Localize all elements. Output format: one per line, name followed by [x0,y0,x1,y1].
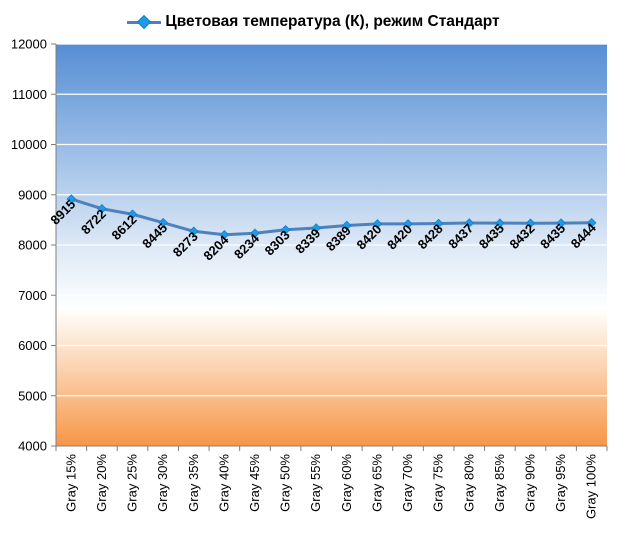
x-tick-label: Gray 70% [400,454,415,512]
x-tick-label: Gray 20% [94,454,109,512]
y-tick-label: 10000 [11,137,47,152]
data-point [403,219,413,229]
x-tick-label: Gray 25% [125,454,140,512]
x-tick-label: Gray 90% [522,454,537,512]
data-point [372,219,383,229]
x-tick-label: Gray 30% [155,454,170,512]
x-tick-label: Gray 65% [369,454,384,512]
x-tick-label: Gray 40% [216,454,231,512]
y-tick-label: 9000 [18,187,47,202]
x-tick-label: Gray 85% [492,454,507,512]
data-point [219,229,230,240]
x-tick-label: Gray 50% [278,454,293,512]
data-point [433,218,444,229]
y-tick-label: 5000 [18,388,47,403]
x-tick-label: Gray 80% [461,454,476,512]
x-tick-label: Gray 45% [247,454,262,512]
data-point [66,194,77,204]
y-tick-label: 6000 [18,338,47,353]
x-tick-label: Gray 100% [584,454,599,519]
legend-label: Цветовая температура (К), режим Стандарт [165,13,500,30]
data-point [158,217,168,228]
data-point [280,225,291,235]
x-tick-label: Gray 75% [431,454,446,512]
data-point [525,218,536,229]
data-point [464,218,475,228]
data-point [250,228,260,239]
data-point [586,217,597,228]
y-tick-label: 8000 [18,238,47,253]
legend-marker-icon [127,14,162,30]
x-tick-label: Gray 15% [63,454,78,512]
x-tick-label: Gray 60% [339,454,354,512]
x-tick-label: Gray 95% [553,454,568,512]
data-point [556,218,566,228]
x-tick-label: Gray 55% [308,454,323,512]
y-tick-label: 7000 [18,288,47,303]
data-point [342,220,352,231]
y-tick-label: 12000 [11,37,47,52]
legend: Цветовая температура (К), режим Стандарт [0,9,627,35]
y-tick-label: 11000 [12,87,47,102]
x-tick-label: Gray 35% [186,454,201,512]
y-tick-label: 4000 [18,439,47,454]
data-point [311,223,321,233]
series-line [70,197,592,237]
data-point [495,218,505,228]
data-point [188,226,199,237]
data-point [127,209,138,220]
data-point [97,203,107,214]
